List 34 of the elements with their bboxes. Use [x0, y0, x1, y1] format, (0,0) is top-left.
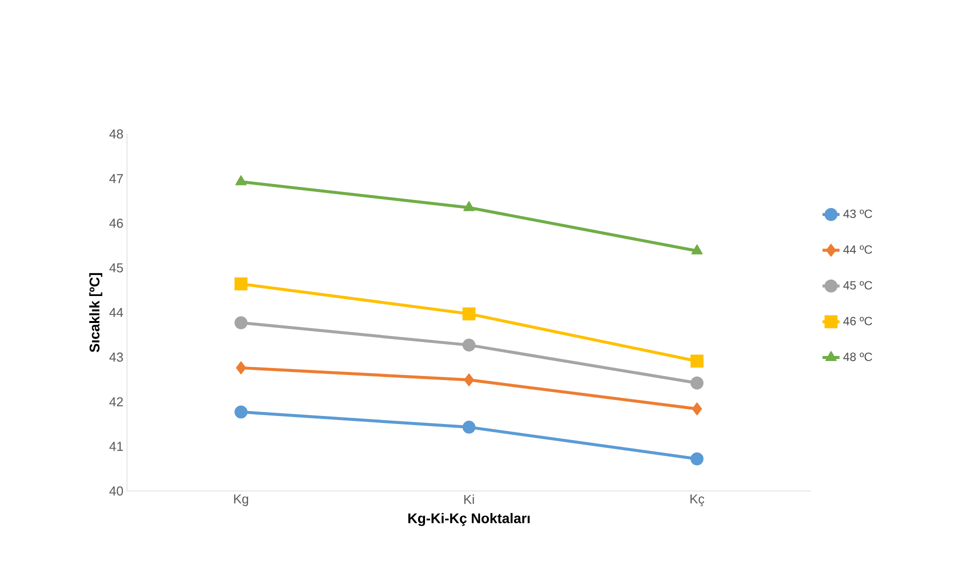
y-tick-label: 44 — [109, 308, 124, 317]
y-tick-label: 48 — [109, 129, 123, 139]
point — [462, 307, 476, 320]
x-axis-title: Kg-Ki-Kç Noktaları — [408, 513, 530, 526]
y-tick-label: 41 — [109, 442, 123, 451]
point — [236, 361, 246, 374]
y-tick-label: 40 — [109, 486, 123, 496]
x-tick-label: Kç — [690, 494, 704, 506]
point — [234, 406, 248, 418]
point — [463, 201, 475, 212]
legend-label: 44 ºC — [843, 245, 872, 254]
point — [690, 354, 704, 368]
point — [691, 244, 703, 254]
y-tick-label: 46 — [109, 218, 123, 228]
point — [462, 420, 476, 434]
y-tick-label: 43 — [109, 352, 123, 362]
y-tick-label: 42 — [109, 397, 123, 406]
point — [464, 373, 474, 386]
y-tick-label: 45 — [109, 263, 123, 272]
point — [692, 402, 702, 416]
x-tick-label: Ki — [464, 494, 474, 504]
legend-label: 46 ºC — [843, 316, 872, 326]
legend-label: 45 ºC — [843, 281, 872, 290]
point — [690, 376, 704, 390]
y-axis-title: Sıcaklık [ºC] — [89, 273, 102, 352]
point — [234, 316, 248, 330]
point — [690, 452, 704, 466]
point — [462, 338, 476, 352]
x-tick-label: Kg — [234, 494, 248, 506]
legend-label: 48 ºC — [843, 352, 872, 362]
point — [235, 175, 247, 186]
y-tick-label: 47 — [109, 174, 123, 184]
legend-label: 43 ºC — [843, 210, 872, 218]
point — [234, 277, 248, 290]
